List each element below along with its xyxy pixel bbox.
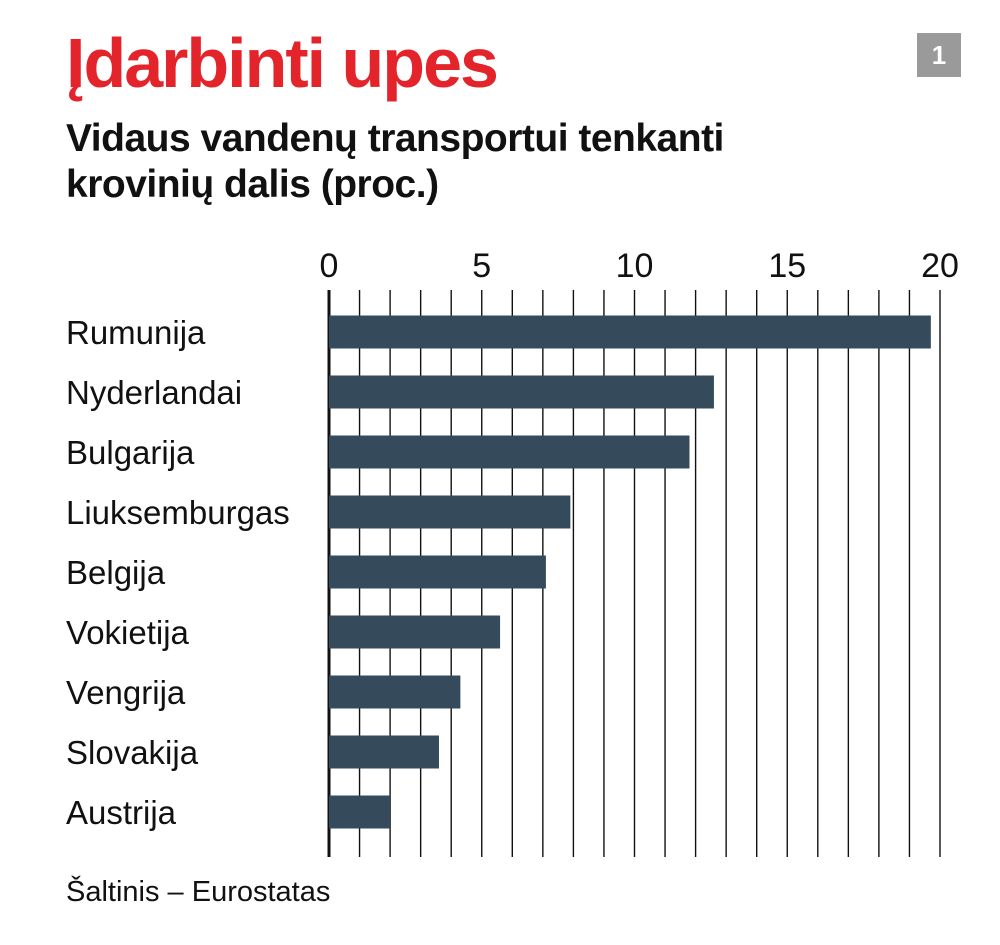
subtitle-line-1: Vidaus vandenų transportui tenkanti [66,117,724,160]
category-label: Vokietija [66,614,190,651]
category-label: Rumunija [66,314,206,351]
bar [329,675,461,709]
x-tick-label: 5 [472,247,491,285]
category-label: Liuksemburgas [66,494,290,531]
source-note: Šaltinis – Eurostatas [66,876,331,908]
bar [329,495,571,529]
category-label: Nyderlandai [66,374,242,411]
headline: Įdarbinti upes [66,24,499,102]
category-label: Vengrija [66,674,186,711]
bar [329,375,714,409]
x-tick-label: 20 [921,247,959,285]
bar [329,555,546,589]
x-tick-label: 0 [320,247,339,285]
x-tick-label: 15 [768,247,806,285]
category-label: Belgija [66,554,166,591]
bar [329,795,391,829]
page-number-badge: 1 [917,33,961,77]
bar [329,735,439,769]
subtitle-line-2: krovinių dalis (proc.) [66,163,439,206]
category-label: Bulgarija [66,434,195,471]
bar [329,435,690,469]
bar [329,315,931,349]
x-tick-label: 10 [616,247,654,285]
category-label: Slovakija [66,734,199,771]
category-label: Austrija [66,794,177,831]
bar [329,615,501,649]
chart-subtitle: Vidaus vandenų transportui tenkanti krov… [66,116,916,208]
